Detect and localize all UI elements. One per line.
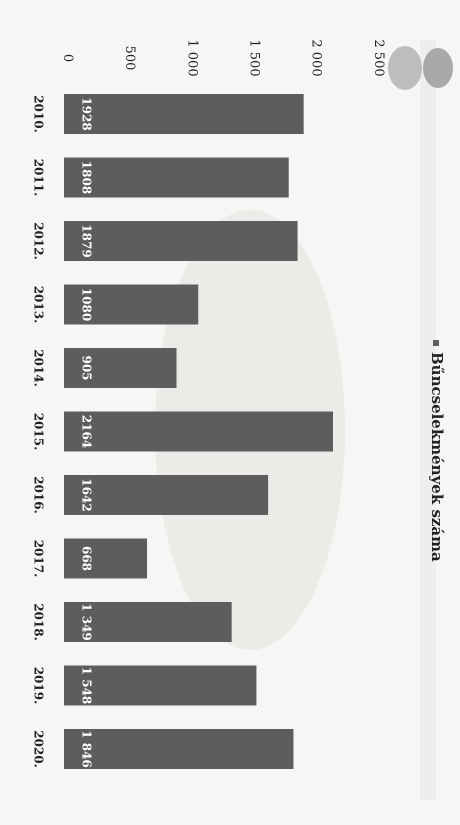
- bar: [64, 94, 304, 134]
- value-axis: 0 500 1 000 1 500 2 000 2 500: [60, 39, 386, 76]
- bar-value-label: 668: [80, 546, 94, 571]
- category-label: 2015.: [32, 413, 46, 451]
- bar-value-label: 1 846: [80, 730, 94, 768]
- category-label: 2020.: [32, 730, 46, 768]
- bar-value-label: 1 349: [80, 603, 94, 641]
- bar: [64, 475, 269, 515]
- bar: [64, 665, 257, 706]
- bar-value-label: 1808: [80, 161, 94, 194]
- tick-label: 1 500: [246, 39, 261, 76]
- category-label: 2010.: [32, 95, 46, 133]
- bar-value-label: 1 548: [80, 667, 94, 705]
- bar: [64, 602, 232, 642]
- tick-label: 0: [60, 54, 75, 62]
- category-label: 2013.: [32, 286, 46, 324]
- category-label: 2017.: [32, 540, 46, 578]
- bar-value-label: 1642: [80, 478, 94, 511]
- tick-label: 500: [122, 46, 137, 71]
- page-edge-shade: [420, 40, 436, 800]
- bar: [64, 411, 333, 452]
- tick-label: 1 000: [184, 39, 199, 76]
- tick-label: 2 000: [309, 39, 324, 76]
- bar: [64, 284, 199, 325]
- legend-swatch: [433, 340, 439, 346]
- category-label: 2012.: [32, 222, 46, 260]
- bar-value-label: 1879: [80, 224, 94, 257]
- category-label: 2014.: [32, 349, 46, 387]
- bar: [64, 729, 294, 769]
- bar-value-label: 905: [80, 355, 94, 380]
- tick-label: 2 500: [371, 39, 386, 76]
- bar-value-label: 2164: [80, 415, 94, 448]
- bar: [64, 348, 177, 388]
- legend-label: Bűncselekmények száma: [428, 352, 446, 562]
- ornament-icon: [388, 46, 422, 90]
- category-axis: 2010. 2011. 2012. 2013. 2014. 2015. 2016. 2017.…: [32, 95, 46, 768]
- bar-value-label: 1928: [80, 97, 94, 130]
- bar-value-label: 1080: [80, 288, 94, 321]
- legend: Bűncselekmények száma: [428, 340, 446, 562]
- category-label: 2016.: [32, 476, 46, 514]
- ornament-icon: [423, 48, 453, 88]
- category-label: 2011.: [32, 159, 46, 197]
- category-label: 2018.: [32, 603, 46, 641]
- bar: [64, 157, 289, 198]
- bar: [64, 221, 298, 261]
- bar-series: 1928 1808 1879 1080 905 2164 1642 668 1 349 1 548…: [64, 94, 333, 769]
- category-label: 2019.: [32, 667, 46, 705]
- bar: [64, 538, 148, 579]
